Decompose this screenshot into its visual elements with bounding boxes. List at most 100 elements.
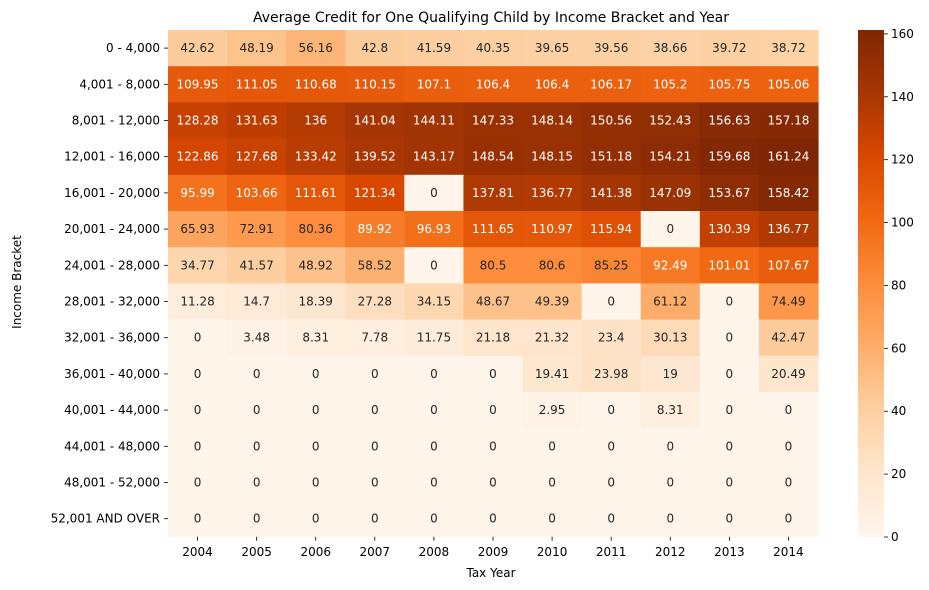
cell-value-label: 153.67 xyxy=(708,186,750,200)
colorbar-tick-label: 120 xyxy=(891,153,914,167)
cell-value-label: 39.56 xyxy=(594,41,628,55)
y-tick-label: 36,001 - 40,000 xyxy=(64,367,160,381)
heatmap-cell xyxy=(463,428,524,465)
colorbar-tick-label: 140 xyxy=(891,90,914,104)
cell-value-label: 38.66 xyxy=(653,41,687,55)
cell-value-label: 137.81 xyxy=(472,186,514,200)
heatmap-cell xyxy=(522,319,583,357)
cell-value-label: 127.68 xyxy=(236,150,278,164)
heatmap-cell xyxy=(286,464,346,502)
cell-value-label: 0 xyxy=(430,186,438,200)
heatmap-cell xyxy=(286,247,346,284)
heatmap-cells xyxy=(168,30,819,538)
heatmap-cell xyxy=(581,30,642,67)
heatmap-cell xyxy=(581,283,642,321)
cell-value-label: 41.59 xyxy=(417,41,451,55)
heatmap-cell xyxy=(345,464,405,502)
cell-value-label: 0 xyxy=(430,439,438,453)
cell-value-label: 105.2 xyxy=(653,77,687,91)
cell-value-label: 23.4 xyxy=(598,331,625,345)
cell-value-label: 139.52 xyxy=(354,150,396,164)
cell-value-label: 27.28 xyxy=(358,295,392,309)
cell-value-label: 11.28 xyxy=(180,295,214,309)
cell-value-label: 0 xyxy=(253,512,261,526)
heatmap-cell xyxy=(286,66,346,103)
cell-value-label: 49.39 xyxy=(535,295,569,309)
heatmap-cell xyxy=(699,464,760,502)
cell-value-label: 95.99 xyxy=(180,186,214,200)
colorbar-tick-label: 0 xyxy=(891,530,899,544)
heatmap-cell xyxy=(345,355,405,393)
cell-value-label: 0 xyxy=(607,476,615,490)
heatmap-cell xyxy=(168,428,228,465)
cell-value-label: 2.95 xyxy=(539,403,566,417)
cell-value-label: 133.42 xyxy=(295,150,337,164)
cell-value-label: 41.57 xyxy=(239,258,273,272)
cell-value-label: 19.41 xyxy=(535,367,569,381)
cell-value-label: 0 xyxy=(607,439,615,453)
heatmap-cell xyxy=(640,428,701,465)
heatmap-cell xyxy=(404,283,465,321)
cell-value-label: 0 xyxy=(194,331,202,345)
cell-value-label: 0 xyxy=(253,367,261,381)
heatmap-cell xyxy=(286,355,346,393)
x-tick-label: 2013 xyxy=(714,545,745,559)
heatmap-cell xyxy=(227,500,287,538)
cell-value-label: 0 xyxy=(607,403,615,417)
cell-value-label: 18.39 xyxy=(299,295,333,309)
heatmap-cell xyxy=(581,428,642,465)
heatmap-cell xyxy=(758,428,819,465)
heatmap-cell xyxy=(227,30,287,67)
heatmap-cell xyxy=(227,211,287,248)
cell-value-label: 42.62 xyxy=(180,41,214,55)
cell-value-label: 80.36 xyxy=(299,222,333,236)
cell-value-label: 101.01 xyxy=(708,258,750,272)
heatmap-cell xyxy=(640,174,701,212)
colorbar-tick-label: 160 xyxy=(891,27,914,41)
cell-value-label: 0 xyxy=(489,367,497,381)
heatmap-cell xyxy=(758,355,819,393)
cell-value-label: 0 xyxy=(430,512,438,526)
heatmap-cell xyxy=(227,428,287,465)
cell-value-label: 148.54 xyxy=(472,150,514,164)
heatmap-cell xyxy=(404,211,465,248)
cell-value-label: 0 xyxy=(726,367,734,381)
heatmap-cell xyxy=(168,211,228,248)
y-tick-label: 24,001 - 28,000 xyxy=(64,258,160,272)
heatmap-cell xyxy=(463,174,524,212)
colorbar-tick-label: 20 xyxy=(891,467,906,481)
heatmap-cell xyxy=(404,138,465,176)
heatmap-cell xyxy=(758,283,819,321)
heatmap-cell xyxy=(522,66,583,103)
heatmap-cell xyxy=(699,66,760,103)
cell-value-label: 21.32 xyxy=(535,331,569,345)
heatmap-cell xyxy=(345,247,405,284)
heatmap-cell xyxy=(640,102,701,140)
heatmap-cell xyxy=(227,247,287,284)
heatmap-cell xyxy=(404,66,465,103)
heatmap-cell xyxy=(640,247,701,284)
heatmap-cell xyxy=(463,247,524,284)
cell-value-label: 110.68 xyxy=(295,77,337,91)
heatmap-cell xyxy=(463,138,524,176)
heatmap-cell xyxy=(699,211,760,248)
heatmap-cell xyxy=(522,102,583,140)
heatmap-cell xyxy=(758,464,819,502)
cell-value-label: 61.12 xyxy=(653,295,687,309)
cell-value-label: 0 xyxy=(371,476,379,490)
heatmap-cell xyxy=(640,66,701,103)
cell-value-label: 0 xyxy=(489,512,497,526)
heatmap-cell xyxy=(286,392,346,429)
cell-value-label: 8.31 xyxy=(302,331,329,345)
colorbar-ticks: 0 20 40 60 80 100 120 140 160 xyxy=(884,27,914,544)
heatmap-cell xyxy=(463,319,524,357)
heatmap-cell xyxy=(286,211,346,248)
cell-value-label: 0 xyxy=(312,476,320,490)
heatmap-cell xyxy=(345,500,405,538)
cell-value-label: 109.95 xyxy=(177,77,219,91)
heatmap-cell xyxy=(168,319,228,357)
x-tick-label: 2008 xyxy=(419,545,450,559)
cell-value-label: 0 xyxy=(430,367,438,381)
cell-value-label: 0 xyxy=(726,476,734,490)
cell-value-label: 147.33 xyxy=(472,114,514,128)
